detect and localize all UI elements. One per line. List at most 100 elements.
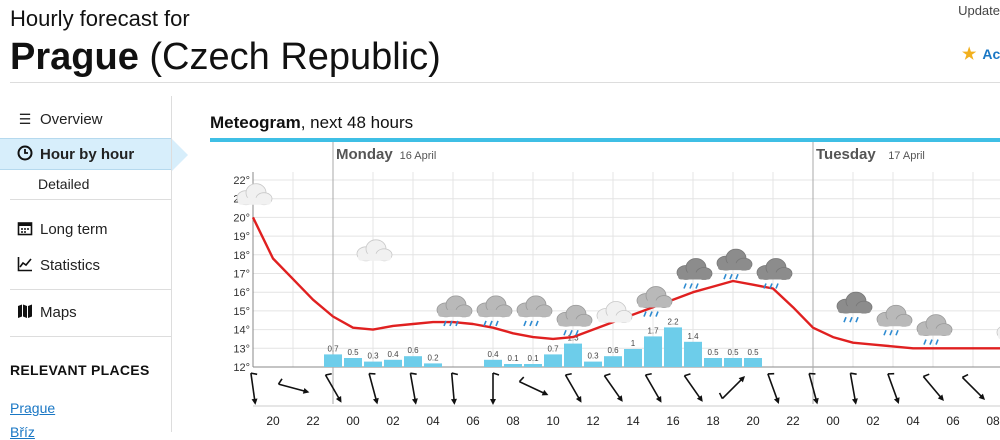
place-link-prague[interactable]: Prague — [10, 400, 56, 416]
precipitation-bar — [664, 327, 682, 367]
add-favorite-label: Ac — [982, 46, 1000, 62]
wind-arrow-icon — [683, 373, 703, 402]
hour-label: 14 — [626, 414, 640, 428]
clock-icon — [16, 145, 34, 164]
hour-label: 22 — [306, 414, 320, 428]
precipitation-label: 0.3 — [367, 352, 379, 361]
precipitation-bars: 0.7 0.5 0.3 0.4 0.60.2 0.4 0.1 0.10.71.30.30.61… — [324, 317, 762, 367]
hour-label: 16 — [666, 414, 680, 428]
precipitation-label: 2.2 — [667, 317, 679, 326]
sidebar-item-long-term[interactable]: Long term — [0, 214, 172, 244]
header-divider — [10, 82, 1000, 83]
precipitation-bar — [484, 359, 502, 367]
day-markers: Monday 16 April Tuesday 17 April — [332, 142, 925, 404]
day-date: 17 April — [888, 150, 925, 162]
active-indicator — [172, 139, 188, 171]
hour-axis: 20 22 00 02 04 06 08 10 12 14 16 18 20 22 00 02 04 06 08 — [266, 414, 1000, 428]
precipitation-bar — [364, 361, 382, 367]
day-name: Tuesday — [816, 146, 876, 163]
rain-cloud-icon — [636, 286, 673, 317]
y-tick-label: 16° — [233, 287, 250, 299]
rain-cloud-icon — [876, 304, 913, 336]
temperature-curve — [251, 216, 1000, 350]
y-tick-label: 19° — [233, 231, 250, 243]
relevant-places-heading: RELEVANT PLACES — [10, 362, 150, 378]
precipitation-bar — [704, 358, 722, 367]
precipitation-bar — [724, 358, 742, 367]
precipitation-label: 0.1 — [527, 354, 539, 363]
hour-label: 00 — [826, 414, 840, 428]
place-link-briz[interactable]: Bříz — [10, 424, 35, 440]
rain-cloud-icon — [556, 304, 593, 336]
precipitation-bar — [604, 356, 622, 367]
list-icon: ☰ — [18, 110, 32, 127]
wind-arrow-icon — [490, 372, 500, 405]
chart-icon — [16, 256, 34, 275]
day-name: Monday — [336, 146, 393, 163]
sidebar-subitem-detailed[interactable]: Detailed — [38, 176, 90, 192]
sidebar-item-overview[interactable]: ☰ Overview — [0, 104, 172, 134]
hour-label: 22 — [786, 414, 800, 428]
precipitation-bar — [644, 336, 662, 367]
meteogram-accent-bar — [210, 138, 1000, 142]
sidebar-item-statistics[interactable]: Statistics — [0, 250, 172, 280]
hour-label: 04 — [426, 414, 440, 428]
sidebar-separator — [171, 96, 172, 432]
precipitation-label: 0.3 — [587, 352, 599, 361]
rain-cloud-icon — [916, 314, 953, 345]
map-icon — [16, 303, 34, 322]
precipitation-label: 0.6 — [607, 346, 619, 355]
precipitation-label: 0.6 — [407, 346, 419, 355]
y-tick-label: 15° — [233, 306, 250, 318]
meteogram-title-bold: Meteogram — [210, 113, 301, 132]
precipitation-label: 0.5 — [747, 348, 759, 357]
meteogram-title: Meteogram, next 48 hours — [210, 113, 413, 133]
hour-label: 02 — [386, 414, 400, 428]
precipitation-bar — [564, 343, 582, 367]
precipitation-bar — [684, 341, 702, 367]
wind-arrow-icon — [518, 376, 549, 396]
rain-cloud-icon — [716, 248, 753, 280]
y-axis: 12°13°14°15°16°17°18°19°20°21°22° — [233, 175, 250, 374]
precipitation-label: 0.5 — [347, 348, 359, 357]
forecast-subtitle: Hourly forecast for — [10, 6, 190, 31]
precipitation-label: 0.4 — [387, 350, 399, 359]
sidebar: ☰ Overview Hour by hour Detailed Long te… — [0, 96, 188, 440]
precipitation-bar — [744, 358, 762, 367]
precipitation-bar — [624, 349, 642, 367]
precipitation-bar — [504, 364, 522, 367]
weather-icons — [236, 183, 1000, 345]
calendar-icon — [16, 220, 34, 239]
wind-arrow-icon — [324, 372, 342, 403]
hour-label: 00 — [346, 414, 360, 428]
y-tick-label: 12° — [233, 362, 250, 374]
wind-arrow-icon — [409, 372, 418, 405]
precipitation-label: 1.4 — [687, 332, 699, 341]
precipitation-label: 0.7 — [547, 344, 559, 353]
hour-label: 12 — [586, 414, 600, 428]
meteogram-title-rest: , next 48 hours — [300, 113, 414, 132]
hour-label: 08 — [986, 414, 1000, 428]
country-name: (Czech Republic) — [149, 36, 441, 78]
sidebar-item-maps[interactable]: Maps — [0, 297, 172, 327]
sidebar-item-label: Long term — [40, 220, 108, 238]
wind-arrow-icon — [718, 375, 746, 400]
precipitation-label: 1 — [631, 339, 636, 348]
wind-arrow-icon — [887, 372, 900, 404]
y-tick-label: 18° — [233, 250, 250, 262]
updated-label: Update — [958, 3, 1000, 18]
hour-label: 20 — [746, 414, 760, 428]
wind-arrow-icon — [450, 372, 459, 405]
precipitation-label: 0.7 — [327, 344, 339, 353]
precipitation-label: 0.2 — [427, 353, 439, 362]
rain-cloud-icon — [756, 258, 793, 289]
sidebar-item-label: Maps — [40, 303, 77, 321]
precipitation-bar — [524, 364, 542, 367]
cloud-icon — [236, 183, 273, 206]
chart-grid — [252, 172, 1000, 368]
precipitation-label: 0.4 — [487, 350, 499, 359]
add-favorite-link[interactable]: ★ Ac — [962, 44, 1000, 64]
rain-cloud-icon — [676, 258, 713, 289]
sidebar-item-hour-by-hour[interactable]: Hour by hour — [0, 138, 188, 171]
wind-arrow-icon — [922, 373, 944, 402]
